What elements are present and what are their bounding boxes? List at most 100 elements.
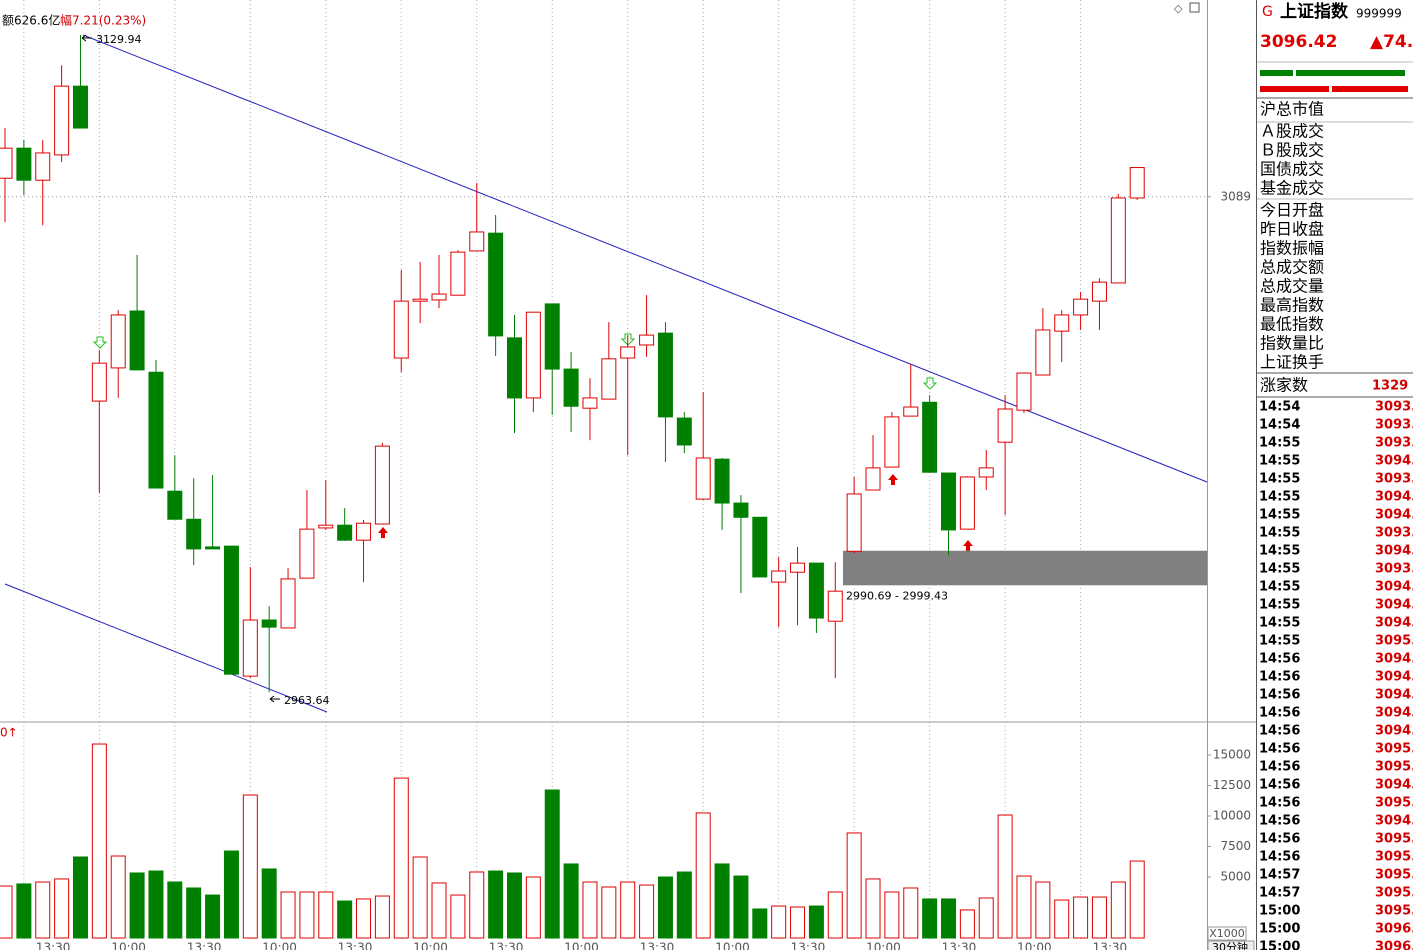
tick-time: 15:00	[1259, 904, 1300, 919]
volume-bar	[242, 794, 258, 939]
volume-bar	[110, 855, 126, 939]
candle-body	[903, 406, 919, 417]
volume-bar	[469, 871, 485, 939]
tick-price: 3095.3	[1375, 886, 1413, 901]
candle-body	[676, 417, 692, 446]
candle-body	[997, 408, 1013, 443]
volume-bar	[1110, 881, 1126, 939]
field-label: 指数振幅	[1260, 239, 1324, 258]
candle-body	[337, 524, 353, 541]
breadth-bar	[1332, 86, 1408, 92]
period-label[interactable]: 30分钟	[1212, 940, 1248, 950]
tick-time: 14:57	[1259, 886, 1300, 901]
tick-time: 14:57	[1259, 868, 1300, 883]
candle-body	[469, 231, 485, 252]
tick-price: 3095.1	[1375, 742, 1413, 757]
candle-body	[865, 467, 881, 491]
tick-price: 3093.7	[1375, 400, 1413, 415]
x-tick-label: 10:00	[413, 941, 448, 950]
tick-time: 14:56	[1259, 850, 1300, 865]
volume-bar	[639, 884, 655, 939]
breadth-bar	[1260, 86, 1329, 92]
tick-price: 3094.0	[1375, 454, 1413, 469]
volume-bar	[790, 906, 806, 939]
buy-signals	[378, 474, 973, 551]
tick-price: 3094.2	[1375, 652, 1413, 667]
volume-bar	[846, 832, 862, 939]
tick-time: 14:55	[1259, 508, 1300, 523]
toolbar-icon[interactable]: ◇	[1174, 2, 1183, 15]
toolbar-icon[interactable]	[1189, 2, 1200, 13]
x-tick-label: 10:00	[111, 941, 146, 950]
candle-body	[544, 303, 560, 370]
candle-body	[110, 314, 126, 369]
x-tick-label: 10:00	[1017, 941, 1052, 950]
tick-price: 3093.9	[1375, 418, 1413, 433]
candle-body	[261, 619, 277, 628]
tick-price: 3095.0	[1375, 796, 1413, 811]
volume-bar	[695, 812, 711, 939]
tick-price: 3094.0	[1375, 670, 1413, 685]
candle-body	[695, 457, 711, 500]
candle-body	[205, 546, 221, 550]
tick-time: 14:56	[1259, 742, 1300, 757]
candle-body	[563, 368, 579, 407]
candle-body	[129, 310, 145, 371]
volume-corner: 0↑	[0, 726, 18, 740]
breadth-bar	[1260, 70, 1293, 76]
volume-bar	[148, 870, 164, 939]
volume-bar	[827, 891, 843, 939]
sell-signals	[92, 333, 938, 390]
candle-body	[790, 562, 806, 573]
field-label: 国债成交	[1260, 160, 1324, 179]
candle-body	[506, 337, 522, 399]
candle-body	[771, 570, 787, 583]
volume-bar	[488, 870, 504, 939]
candle-body	[808, 562, 824, 619]
candle-body	[412, 298, 428, 302]
change-info: 幅7.21(0.23%)	[60, 13, 146, 28]
volume-bar	[808, 905, 824, 939]
period-tab[interactable]	[1207, 940, 1255, 950]
volume-bar	[997, 814, 1013, 939]
volume-bar	[771, 905, 787, 939]
field-label: Ｂ股成交	[1260, 141, 1324, 160]
candle-body	[714, 458, 730, 504]
candle-body	[280, 578, 296, 629]
volume-bar	[356, 898, 372, 939]
tick-time: 15:00	[1259, 940, 1300, 950]
field-label: 总成交额	[1260, 258, 1324, 277]
candle-body	[1073, 298, 1089, 316]
candle-body	[733, 502, 749, 518]
candle-body	[431, 293, 447, 301]
candle-body	[1091, 281, 1107, 302]
candle-body	[922, 401, 938, 473]
field-label: 总成交量	[1260, 277, 1324, 296]
volume-bar	[318, 891, 334, 939]
candle-body	[356, 522, 372, 541]
high-mark: 3129.94	[96, 33, 142, 46]
volume-bar	[261, 868, 277, 939]
tick-time: 14:54	[1259, 418, 1300, 433]
volume-bar	[884, 891, 900, 939]
volume-bar	[374, 895, 390, 939]
volume-bar	[752, 908, 768, 939]
tick-price: 3095.0	[1375, 634, 1413, 649]
tick-time: 14:56	[1259, 724, 1300, 739]
tick-time: 14:55	[1259, 472, 1300, 487]
tick-price: 3093.9	[1375, 526, 1413, 541]
tick-time: 14:56	[1259, 670, 1300, 685]
tick-time: 14:55	[1259, 454, 1300, 469]
x-tick-label: 13:30	[489, 941, 524, 950]
tick-time: 14:55	[1259, 580, 1300, 595]
candle-body	[884, 416, 900, 468]
volume-bar	[601, 886, 617, 939]
candle-body	[72, 85, 88, 129]
candle-body	[1110, 197, 1126, 284]
tick-time: 14:55	[1259, 490, 1300, 505]
tick-time: 14:56	[1259, 706, 1300, 721]
tick-time: 14:56	[1259, 832, 1300, 847]
tick-time: 14:56	[1259, 688, 1300, 703]
volume-bar	[280, 891, 296, 939]
